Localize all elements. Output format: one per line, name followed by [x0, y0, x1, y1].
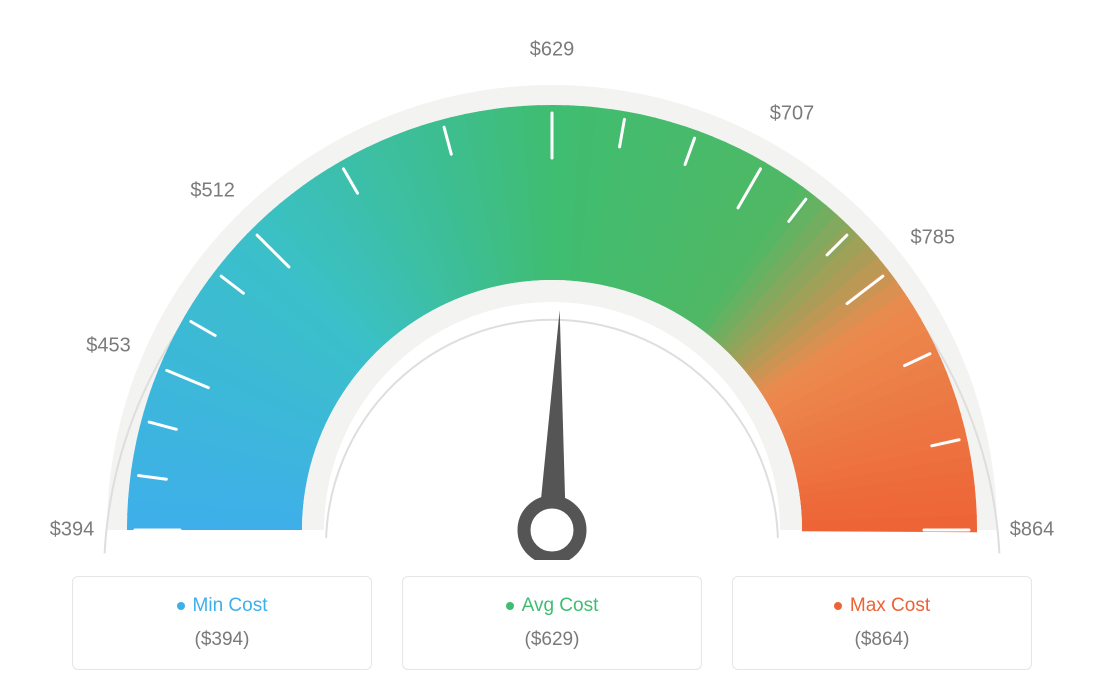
legend-max-box: Max Cost ($864) — [732, 576, 1032, 670]
gauge-tick-label: $707 — [770, 103, 815, 126]
legend-min-text: Min Cost — [193, 595, 268, 617]
dot-icon — [834, 602, 842, 610]
legend-avg-value: ($629) — [403, 629, 701, 651]
gauge-tick-label: $864 — [1010, 519, 1055, 542]
gauge-tick-label: $394 — [50, 519, 95, 542]
gauge-tick-label: $629 — [530, 39, 575, 62]
dot-icon — [506, 602, 514, 610]
gauge-svg — [52, 30, 1052, 560]
legend-min-label: Min Cost — [73, 595, 371, 617]
gauge-tick-label: $512 — [190, 179, 235, 202]
legend-max-text: Max Cost — [850, 595, 930, 617]
legend-max-label: Max Cost — [733, 595, 1031, 617]
dot-icon — [177, 602, 185, 610]
legend-min-box: Min Cost ($394) — [72, 576, 372, 670]
cost-gauge: $394 $453 $512 $629 $707 $785 $864 — [52, 30, 1052, 560]
legend-avg-text: Avg Cost — [522, 595, 599, 617]
legend-min-value: ($394) — [73, 629, 371, 651]
gauge-tick-label: $785 — [911, 226, 956, 249]
legend-row: Min Cost ($394) Avg Cost ($629) Max Cost… — [72, 576, 1032, 670]
legend-avg-label: Avg Cost — [403, 595, 701, 617]
legend-avg-box: Avg Cost ($629) — [402, 576, 702, 670]
legend-max-value: ($864) — [733, 629, 1031, 651]
gauge-tick-label: $453 — [86, 335, 131, 358]
